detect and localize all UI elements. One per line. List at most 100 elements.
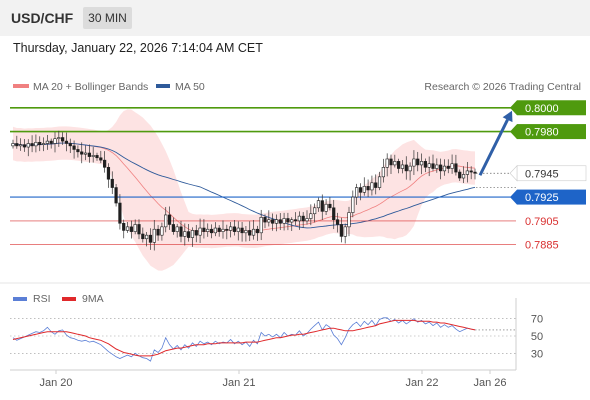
candle [259, 209, 263, 241]
candle [187, 223, 191, 242]
rsi-ma-legend-swatch [62, 297, 76, 301]
candle [26, 139, 30, 157]
candle [114, 184, 118, 207]
symbol-label: USD/CHF [11, 10, 74, 26]
candle [30, 135, 34, 153]
candle-body-down [80, 151, 84, 155]
candle [454, 154, 458, 176]
candle-body-down [339, 224, 343, 237]
candle-body-up [190, 230, 195, 238]
candle-body-down [263, 217, 267, 223]
candle [419, 153, 424, 175]
candle [167, 206, 172, 230]
x-tick-label: Jan 20 [39, 377, 72, 389]
candle [251, 220, 256, 240]
candle [194, 224, 198, 243]
candle-body-down [179, 226, 183, 237]
level-0-7905-label: 0.7905 [525, 216, 559, 228]
candle [122, 219, 126, 239]
candle-body-down [397, 161, 401, 169]
level-0-8000-tag [517, 100, 586, 116]
candle-body-up [175, 226, 179, 232]
candle-body-down [61, 137, 65, 142]
candle-body-down [473, 171, 477, 174]
candle-body-up [290, 219, 294, 223]
candle-body-down [469, 170, 473, 173]
candle [305, 210, 309, 225]
candle-body-down [439, 164, 443, 172]
candle [332, 199, 336, 230]
candle [118, 194, 122, 230]
candle-body-up [26, 143, 30, 148]
candle [244, 226, 248, 242]
candle [236, 221, 240, 241]
candle [343, 223, 347, 244]
candle-body-up [229, 226, 233, 231]
level-0-7980-tag-pointer [510, 124, 517, 140]
candle-body-up [450, 163, 454, 169]
candle-body-down [156, 228, 160, 236]
candle-body-up [355, 187, 359, 198]
candle-body-up [244, 230, 248, 234]
candle-body-up [408, 165, 412, 172]
candle [366, 179, 370, 198]
timeframe-button[interactable]: 30 MIN [83, 7, 132, 29]
candle [213, 222, 217, 237]
candle [297, 211, 301, 230]
candle [190, 227, 195, 247]
candle [267, 210, 271, 227]
candle-body-down [423, 161, 427, 168]
candle-body-up [152, 228, 156, 243]
chart-datetime: Thursday, January 22, 2026 7:14:04 AM CE… [13, 41, 263, 55]
candle [255, 225, 259, 241]
bollinger-bands [13, 109, 475, 271]
candle [11, 139, 15, 149]
candle-body-down [141, 233, 145, 240]
candle [156, 225, 160, 241]
rsi-tick-label-70: 70 [531, 314, 543, 326]
candle-body-down [194, 230, 198, 236]
candle [362, 177, 366, 196]
candle-body-up [83, 152, 88, 155]
candle [57, 130, 61, 147]
candle [293, 212, 298, 226]
candle [133, 219, 137, 235]
candle-body-down [293, 219, 298, 222]
candle-body-up [206, 228, 210, 232]
candle [316, 197, 321, 212]
candle-body-down [103, 159, 107, 168]
level-0-7945-tag-pointer [509, 164, 518, 182]
candle [309, 204, 313, 226]
candle [408, 162, 412, 181]
candle-body-down [110, 178, 114, 188]
candle [347, 206, 351, 237]
candle-body-up [305, 218, 309, 222]
candle-body-up [34, 141, 38, 147]
candle [446, 159, 450, 174]
candle [206, 223, 210, 237]
candle-body-up [251, 228, 256, 236]
ma20-legend-swatch [13, 84, 29, 88]
x-tick-label: Jan 26 [473, 377, 506, 389]
candle-body-down [458, 171, 462, 179]
candle-body-down [49, 140, 53, 144]
candle-body-down [95, 155, 99, 159]
candle [160, 222, 164, 241]
candle [183, 223, 187, 246]
candle [274, 214, 279, 232]
candle-body-up [133, 224, 137, 232]
level-0-8000-tag-pointer [510, 100, 517, 116]
candle-body-down [122, 222, 126, 231]
candle [412, 150, 416, 176]
candle [38, 136, 42, 152]
candle [171, 217, 175, 235]
level-0-8000-label: 0.8000 [525, 103, 559, 115]
candle-body-up [377, 176, 382, 188]
candle-body-down [99, 157, 103, 161]
candle-body-up [236, 227, 240, 232]
candle [141, 227, 145, 243]
candle-body-down [209, 228, 214, 234]
candle [61, 132, 65, 145]
candle-body-up [53, 138, 57, 144]
